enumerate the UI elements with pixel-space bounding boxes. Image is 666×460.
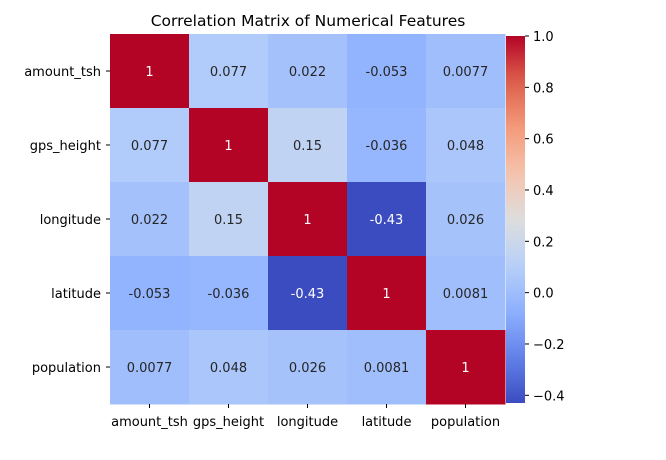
colorbar-tick-label: 0.0 (533, 287, 554, 302)
colorbar-tick-label: 0.6 (533, 133, 554, 148)
cell-value-label: 0.077 (210, 65, 247, 80)
heatmap-cell (268, 34, 348, 109)
row-tick-label: longitude (40, 213, 101, 228)
cell-value-label: 0.022 (289, 65, 326, 80)
heatmap-cell (268, 108, 348, 183)
heatmap-cell (110, 182, 190, 257)
cell-value-label: 0.048 (210, 361, 247, 376)
colorbar-gradient (506, 36, 525, 403)
row-tick-label: latitude (51, 287, 101, 302)
heatmap-cell (268, 182, 348, 257)
colorbar-ticks: 1.0 0.8 0.6 0.4 0.2 0.0 −0.2 −0.4 (525, 30, 565, 404)
column-tick-labels: amount_tsh gps_height longitude latitude pop… (111, 404, 500, 430)
heatmap-cell (189, 34, 269, 109)
cell-value-label: 0.077 (131, 139, 168, 154)
heatmap-cell (426, 256, 506, 331)
colorbar-tick-label: −0.4 (533, 389, 565, 404)
cell-value-label: 0.026 (289, 361, 326, 376)
heatmap-cells: 1 0.077 0.022 -0.053 0.0077 0.077 1 0.15 -0.036 0… (110, 34, 506, 405)
row-tick-label: population (32, 361, 101, 376)
cell-value-label: 0.0081 (364, 361, 410, 376)
column-tick-label: longitude (277, 415, 338, 430)
heatmap-cell (347, 108, 427, 183)
column-tick-label: latitude (362, 415, 412, 430)
heatmap-cell (110, 108, 190, 183)
heatmap-cell (189, 182, 269, 257)
cell-value-label: 0.15 (214, 213, 243, 228)
heatmap-cell (347, 330, 427, 405)
colorbar-tick-label: 0.2 (533, 235, 554, 250)
cell-value-label: -0.053 (129, 287, 171, 302)
row-tick-label: gps_height (30, 139, 101, 154)
row-tick-label: amount_tsh (24, 65, 101, 80)
cell-value-label: 0.15 (293, 139, 322, 154)
cell-value-label: 0.0077 (127, 361, 173, 376)
chart-title: Correlation Matrix of Numerical Features (151, 12, 466, 30)
heatmap-cell (110, 330, 190, 405)
heatmap-cell (110, 256, 190, 331)
cell-value-label: 0.022 (131, 213, 168, 228)
column-tick-label: gps_height (193, 415, 264, 430)
colorbar: 1.0 0.8 0.6 0.4 0.2 0.0 −0.2 −0.4 (506, 30, 565, 404)
colorbar-tick-label: 1.0 (533, 30, 554, 45)
heatmap-cell (189, 108, 269, 183)
cell-value-label: 1 (224, 139, 232, 154)
heatmap-cell (268, 256, 348, 331)
colorbar-tick-label: 0.4 (533, 184, 554, 199)
heatmap-cell (347, 256, 427, 331)
cell-value-label: -0.43 (291, 287, 325, 302)
colorbar-tick-label: −0.2 (533, 338, 565, 353)
cell-value-label: 0.0081 (443, 287, 489, 302)
column-tick-label: population (431, 415, 500, 430)
row-tick-labels: amount_tsh gps_height longitude latitude pop… (24, 65, 110, 376)
cell-value-label: -0.036 (208, 287, 250, 302)
cell-value-label: 1 (382, 287, 390, 302)
cell-value-label: 0.048 (447, 139, 484, 154)
cell-value-label: -0.036 (366, 139, 408, 154)
cell-value-label: 1 (145, 65, 153, 80)
cell-value-label: -0.053 (366, 65, 408, 80)
heatmap-cell (426, 330, 506, 405)
cell-value-label: 1 (303, 213, 311, 228)
cell-value-label: 0.026 (447, 213, 484, 228)
cell-value-label: 0.0077 (443, 65, 489, 80)
heatmap-cell (110, 34, 190, 109)
heatmap-cell (426, 182, 506, 257)
heatmap-cell (189, 330, 269, 405)
heatmap-cell (189, 256, 269, 331)
cell-value-label: 1 (461, 361, 469, 376)
colorbar-tick-label: 0.8 (533, 81, 554, 96)
heatmap-cell (426, 34, 506, 109)
heatmap-cell (268, 330, 348, 405)
heatmap-cell (426, 108, 506, 183)
heatmap-cell (347, 34, 427, 109)
column-tick-label: amount_tsh (111, 415, 188, 430)
heatmap-cell (347, 182, 427, 257)
cell-value-label: -0.43 (370, 213, 404, 228)
